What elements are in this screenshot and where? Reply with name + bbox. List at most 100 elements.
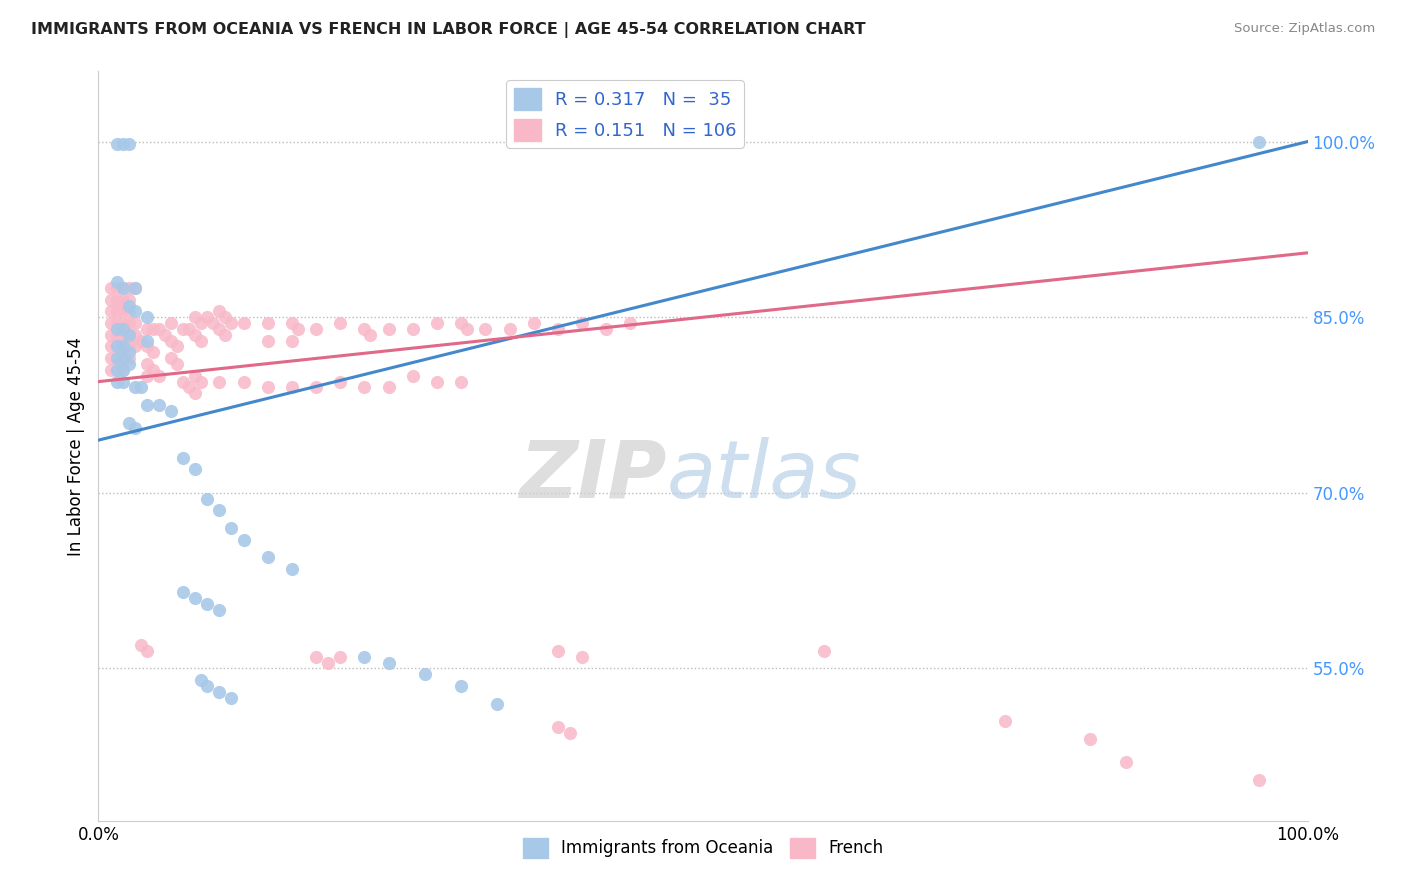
Point — [256, 380, 278, 394]
Point — [105, 322, 128, 336]
Point — [118, 299, 141, 313]
Point — [353, 649, 375, 664]
Point — [100, 316, 122, 330]
Point — [523, 316, 546, 330]
Y-axis label: In Labor Force | Age 45-54: In Labor Force | Age 45-54 — [66, 336, 84, 556]
Point — [256, 550, 278, 565]
Point — [571, 316, 593, 330]
Point — [105, 375, 128, 389]
Point — [100, 339, 122, 353]
Point — [281, 380, 304, 394]
Text: IMMIGRANTS FROM OCEANIA VS FRENCH IN LABOR FORCE | AGE 45-54 CORRELATION CHART: IMMIGRANTS FROM OCEANIA VS FRENCH IN LAB… — [31, 22, 866, 38]
Point — [135, 368, 157, 383]
Point — [305, 322, 328, 336]
Point — [111, 327, 134, 342]
Point — [111, 339, 134, 353]
Point — [353, 380, 375, 394]
Point — [377, 380, 399, 394]
Point — [214, 327, 236, 342]
Point — [450, 375, 472, 389]
Point — [377, 656, 399, 670]
Point — [208, 304, 231, 318]
Point — [353, 322, 375, 336]
Point — [208, 503, 231, 517]
Point — [135, 322, 157, 336]
Point — [208, 603, 231, 617]
Point — [118, 293, 141, 307]
Point — [148, 368, 170, 383]
Point — [105, 351, 128, 366]
Point — [111, 363, 134, 377]
Point — [118, 316, 141, 330]
Point — [426, 375, 449, 389]
Point — [160, 404, 183, 418]
Point — [256, 316, 278, 330]
Point — [160, 334, 183, 348]
Point — [474, 322, 496, 336]
Point — [118, 327, 141, 342]
Point — [118, 304, 141, 318]
Point — [111, 375, 134, 389]
Point — [1249, 772, 1271, 787]
Point — [208, 322, 231, 336]
Point — [160, 316, 183, 330]
Point — [124, 380, 146, 394]
Point — [118, 136, 141, 151]
Point — [402, 368, 425, 383]
Point — [105, 363, 128, 377]
Point — [1078, 731, 1101, 746]
Legend: Immigrants from Oceania, French: Immigrants from Oceania, French — [516, 831, 890, 864]
Point — [100, 281, 122, 295]
Point — [1249, 135, 1271, 149]
Point — [190, 316, 212, 330]
Point — [166, 339, 188, 353]
Point — [329, 316, 352, 330]
Point — [221, 690, 243, 705]
Point — [118, 281, 141, 295]
Point — [184, 327, 207, 342]
Point — [124, 327, 146, 342]
Point — [287, 322, 309, 336]
Point — [111, 281, 134, 295]
Point — [232, 533, 254, 547]
Point — [105, 304, 128, 318]
Point — [360, 327, 382, 342]
Point — [179, 380, 201, 394]
Point — [118, 357, 141, 371]
Point — [619, 316, 641, 330]
Point — [105, 316, 128, 330]
Point — [994, 714, 1017, 728]
Point — [124, 281, 146, 295]
Point — [184, 462, 207, 476]
Point — [329, 375, 352, 389]
Point — [221, 316, 243, 330]
Point — [190, 334, 212, 348]
Point — [256, 334, 278, 348]
Point — [426, 316, 449, 330]
Point — [813, 644, 835, 658]
Point — [148, 398, 170, 412]
Point — [111, 363, 134, 377]
Point — [172, 585, 194, 599]
Point — [118, 327, 141, 342]
Point — [135, 310, 157, 325]
Point — [105, 351, 128, 366]
Point — [195, 679, 218, 693]
Point — [558, 726, 581, 740]
Point — [571, 649, 593, 664]
Point — [111, 351, 134, 366]
Point — [124, 421, 146, 435]
Point — [142, 345, 165, 359]
Point — [105, 327, 128, 342]
Point — [179, 322, 201, 336]
Point — [118, 339, 141, 353]
Point — [190, 375, 212, 389]
Point — [118, 416, 141, 430]
Point — [172, 322, 194, 336]
Point — [135, 334, 157, 348]
Point — [281, 334, 304, 348]
Point — [450, 679, 472, 693]
Point — [118, 351, 141, 366]
Text: Source: ZipAtlas.com: Source: ZipAtlas.com — [1234, 22, 1375, 36]
Text: atlas: atlas — [666, 437, 862, 515]
